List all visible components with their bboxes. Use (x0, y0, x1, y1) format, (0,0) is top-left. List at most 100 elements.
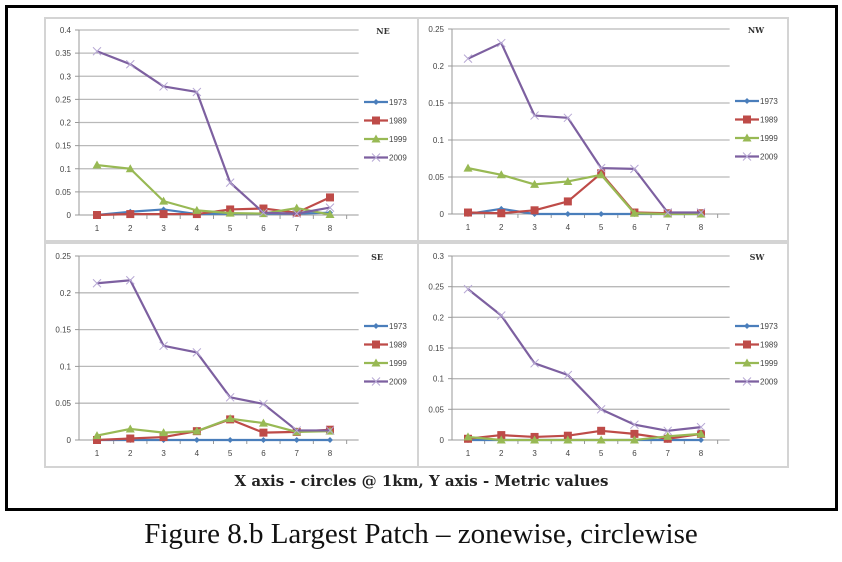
marker-x (371, 377, 381, 386)
marker-square (743, 340, 751, 349)
x-tick-label: 8 (328, 224, 333, 233)
legend-label: 1973 (389, 98, 407, 107)
marker-triangle (663, 431, 673, 440)
marker-triangle (192, 205, 202, 214)
marker-triangle (530, 179, 540, 188)
x-tick-label: 6 (632, 223, 637, 232)
legend-item-1999: 1999 (735, 133, 778, 143)
marker-triangle (225, 208, 235, 217)
legend-item-2009: 2009 (735, 152, 778, 162)
marker-x (530, 358, 539, 368)
legend-item-1989: 1989 (735, 115, 778, 125)
panel-border (417, 17, 789, 242)
y-tick-label: 0 (67, 211, 72, 220)
marker-x (563, 370, 573, 380)
marker-x (225, 392, 235, 402)
marker-diamond (327, 437, 333, 443)
marker-square (630, 429, 639, 438)
marker-x (596, 404, 606, 414)
marker-square (93, 436, 101, 444)
marker-triangle (629, 435, 639, 444)
legend-item-1973: 1973 (735, 322, 778, 331)
legend-label: 1999 (389, 135, 407, 144)
y-tick-label: 0.25 (55, 252, 71, 261)
legend-item-1973: 1973 (364, 322, 407, 331)
marker-square (326, 193, 334, 202)
marker-triangle (325, 210, 335, 219)
marker-x (192, 348, 202, 357)
marker-x (125, 275, 135, 285)
legend-label: 2009 (389, 154, 407, 163)
legend-item-1989: 1989 (364, 116, 407, 126)
x-tick-label: 7 (294, 449, 299, 458)
marker-diamond (744, 98, 750, 104)
chart-title: NW (748, 25, 765, 35)
series-line (96, 279, 330, 432)
x-tick-label: 3 (532, 449, 537, 458)
x-tick-label: 1 (466, 223, 471, 232)
marker-square (497, 209, 506, 218)
y-tick-label: 0.1 (433, 375, 445, 384)
legend-label: 1973 (760, 322, 778, 331)
marker-triangle (530, 435, 540, 444)
y-tick-label: 0.1 (433, 136, 445, 145)
legend-label: 1999 (389, 359, 407, 368)
x-tick-label: 4 (195, 449, 200, 458)
x-tick-label: 3 (161, 449, 166, 458)
marker-square (497, 431, 506, 440)
marker-square (597, 426, 606, 435)
legend-label: 2009 (760, 153, 778, 162)
legend-label: 1989 (389, 341, 407, 350)
chart-title: SE (371, 252, 383, 262)
x-tick-label: 5 (228, 224, 233, 233)
marker-diamond (293, 437, 300, 443)
marker-diamond (698, 437, 704, 443)
marker-x (292, 426, 302, 435)
series-1999 (92, 160, 335, 219)
marker-triangle (371, 358, 381, 367)
legend-item-2009: 2009 (364, 377, 407, 387)
marker-x (125, 59, 135, 69)
x-tick-label: 3 (161, 224, 166, 233)
y-tick-label: 0 (67, 436, 72, 445)
marker-diamond (373, 99, 379, 105)
marker-triangle (125, 424, 135, 433)
legend-label: 2009 (760, 378, 778, 387)
legend-item-1973: 1973 (364, 98, 407, 107)
marker-square (259, 428, 268, 437)
series-line (96, 417, 331, 437)
y-tick-label: 0.05 (428, 173, 444, 182)
x-tick-label: 6 (632, 449, 637, 458)
chart-title: SW (750, 252, 766, 262)
legend-item-1999: 1999 (735, 358, 778, 368)
y-tick-label: 0.15 (428, 99, 444, 108)
marker-x (259, 399, 268, 409)
legend-item-1999: 1999 (364, 134, 407, 144)
series-1999 (463, 429, 706, 444)
x-tick-label: 6 (261, 224, 266, 233)
y-tick-label: 0.15 (428, 344, 444, 353)
y-tick-label: 0.3 (433, 252, 445, 261)
marker-square (126, 434, 135, 443)
marker-x (696, 208, 706, 217)
marker-diamond (260, 437, 267, 443)
y-tick-label: 0 (440, 436, 445, 445)
chart-title: NE (376, 26, 389, 36)
chart-panel-se: 0 0.05 0.1 0.15 0.2 0.25 1 2 3 4 5 6 7 8 SE 1973 1989 199… (44, 242, 419, 468)
x-tick-label: 2 (499, 223, 504, 232)
marker-triangle (192, 426, 202, 435)
x-tick-label: 4 (566, 223, 571, 232)
figure-caption: Figure 8.b Largest Patch – zonewise, cir… (144, 518, 698, 550)
marker-x (596, 163, 606, 173)
marker-triangle (371, 134, 381, 143)
marker-triangle (463, 432, 473, 441)
y-tick-label: 0.2 (60, 289, 72, 298)
marker-triangle (496, 170, 506, 179)
marker-diamond (744, 323, 750, 329)
marker-triangle (563, 176, 573, 185)
marker-diamond (598, 211, 605, 217)
series-2009 (92, 275, 335, 435)
y-tick-label: 0.25 (55, 95, 71, 104)
x-tick-label: 1 (95, 224, 100, 233)
marker-diamond (193, 437, 200, 443)
